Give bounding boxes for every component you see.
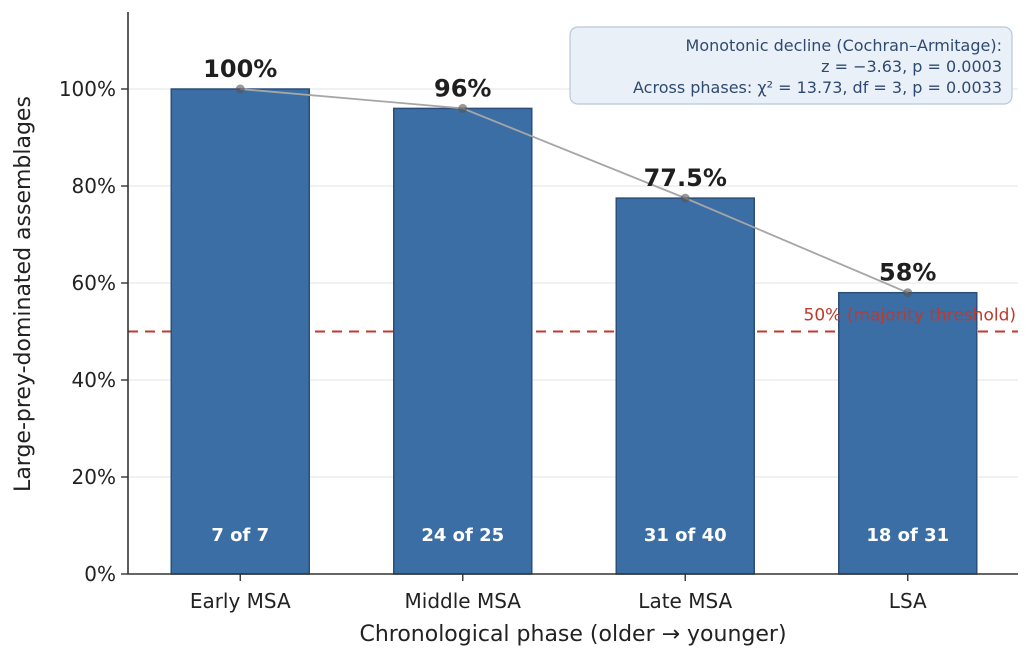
y-axis-title: Large-prey-dominated assemblages [11,96,36,492]
count-label-middle-msa: 24 of 25 [421,525,504,546]
y-tick-label-0: 0% [84,562,116,586]
statistics-line-chi-square: Across phases: χ² = 13.73, df = 3, p = 0… [633,78,1002,97]
y-tick-label-80: 80% [72,174,116,198]
trend-point-early-msa [235,84,245,94]
value-label-lsa: 58% [879,259,936,287]
y-tick-label-100: 100% [59,77,116,101]
majority-threshold-label: 50% (majority threshold) [804,306,1016,326]
trend-line [240,88,909,294]
statistics-line-trend-test: Monotonic decline (Cochran–Armitage): [686,36,1002,55]
count-label-early-msa: 7 of 7 [211,525,269,546]
bar-labels: 100% 7 of 7 96% 24 of 25 77.5% 31 of 40 58% 18 … [203,55,949,546]
bars [170,88,978,575]
x-tick-label-late-msa: Late MSA [638,589,732,613]
value-label-middle-msa: 96% [434,74,491,102]
bar-lsa [838,291,978,575]
axes: 0% 20% 40% 60% 80% 100% Early MSA Middle MSA Lat… [59,12,1018,613]
value-label-early-msa: 100% [203,55,277,83]
x-axis-title: Chronological phase (older → younger) [359,622,786,647]
trend-point-late-msa [680,193,690,203]
x-tick-label-lsa: LSA [889,589,927,613]
y-tick-label-20: 20% [72,465,116,489]
trend-line-group [235,84,913,298]
bar-late-msa [615,197,755,575]
trend-point-lsa [903,288,913,298]
bar-middle-msa [393,107,533,575]
x-tick-label-early-msa: Early MSA [190,589,291,613]
trend-point-middle-msa [458,103,468,113]
y-tick-label-60: 60% [72,271,116,295]
count-label-late-msa: 31 of 40 [644,525,727,546]
y-tick-label-40: 40% [72,368,116,392]
x-tick-label-middle-msa: Middle MSA [405,589,522,613]
statistics-box [569,26,1013,105]
count-label-lsa: 18 of 31 [866,525,949,546]
statistics-annotation: Monotonic decline (Cochran–Armitage): z … [569,26,1013,105]
statistics-line-z-score: z = −3.63, p = 0.0003 [821,57,1002,76]
bar-early-msa [170,88,310,575]
value-label-late-msa: 77.5% [644,164,727,192]
